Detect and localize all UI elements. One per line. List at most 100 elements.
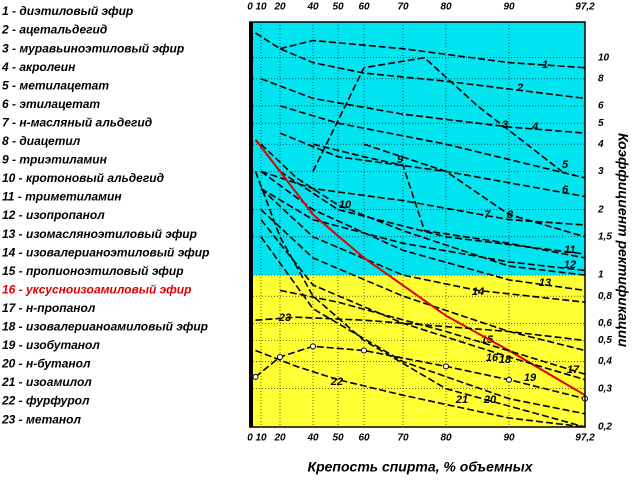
background-band: [250, 22, 585, 276]
x-tick-label: 90: [503, 2, 515, 13]
y-tick-label: 0,4: [598, 356, 612, 367]
x-tick-label: 10: [255, 2, 267, 13]
curve: [279, 39, 586, 69]
legend-entry: 17 - н-пропанол: [2, 301, 96, 315]
legend-entry: 15 - пропионоэтиловый эфир: [2, 264, 184, 278]
curve-label: 20: [483, 394, 497, 406]
curve-label: 4: [531, 121, 538, 133]
x-axis-title: Крепость спирта, % объемных: [307, 459, 533, 475]
legend-entry: 14 - изовалерианоэтиловый эфир: [2, 245, 209, 259]
point: [361, 347, 367, 354]
x-tick-label: 97,2: [575, 433, 595, 444]
legend-entry: 4 - акролеин: [1, 60, 76, 74]
curve-label: 18: [499, 354, 512, 366]
legend-entry: 2 - ацетальдегид: [1, 23, 107, 37]
y-tick-label: 0,3: [598, 383, 612, 394]
legend-entry: 16 - уксусноизоамиловый эфир: [2, 282, 191, 296]
y-tick-label: 6: [598, 101, 604, 112]
curve-label: 1: [542, 59, 548, 71]
y-tick-label: 0,5: [598, 335, 612, 346]
y-tick-label: 0,2: [598, 422, 612, 433]
legend-entry: 18 - изовалерианоамиловый эфир: [2, 320, 208, 334]
x-tick-label: 97,2: [575, 2, 595, 13]
legend-entry: 7 - н-масляный альдегид: [2, 115, 152, 129]
curve: [260, 209, 586, 352]
point: [443, 363, 449, 370]
legend-entry: 9 - триэтиламин: [2, 153, 108, 167]
legend-entry: 23 - метанол: [1, 412, 81, 426]
curve-label: 19: [524, 372, 537, 384]
legend-entry: 12 - изопропанол: [2, 208, 105, 222]
x-tick-label: 50: [332, 2, 344, 13]
curve: [260, 236, 586, 415]
curve-label: 2: [516, 82, 523, 94]
curve-label: 3: [502, 119, 508, 131]
curve-label: 17: [567, 364, 580, 376]
curve-label: 21: [455, 394, 468, 406]
y-tick-label: 4: [597, 139, 604, 150]
y-tick-label: 1: [598, 270, 604, 281]
curve: [260, 170, 586, 292]
curve-label: 10: [339, 199, 352, 211]
legend-entry: 3 - муравьиноэтиловый эфир: [2, 41, 184, 55]
curve: [279, 132, 586, 198]
x-tick-label: 80: [440, 433, 452, 444]
x-tick-label: 10: [255, 433, 267, 444]
legend-entry: 6 - этилацетат: [2, 97, 100, 111]
curve-label: 14: [472, 286, 484, 298]
curve: [279, 170, 586, 255]
curve: [260, 78, 586, 134]
point: [310, 343, 316, 350]
x-tick-label: 40: [306, 433, 319, 444]
x-tick-label: 0: [247, 433, 253, 444]
curve-label: 8: [507, 209, 514, 221]
curve-label: 5: [562, 159, 569, 171]
x-tick-label: 70: [397, 433, 409, 444]
x-tick-label: 0: [247, 2, 253, 13]
curve: [312, 56, 563, 173]
legend-entry: 22 - фурфурол: [1, 394, 90, 408]
legend-entry: 11 - триметиламин: [2, 190, 122, 204]
curve-label: 6: [562, 184, 569, 196]
curve-label: 11: [564, 244, 575, 256]
y-tick-label: 1,5: [598, 231, 612, 242]
point: [252, 373, 259, 380]
x-tick-label: 20: [273, 433, 286, 444]
y-tick-label: 5: [598, 118, 604, 129]
x-tick-label: 60: [358, 433, 370, 444]
x-tick-label: 40: [306, 2, 319, 13]
y-tick-label: 3: [598, 166, 604, 177]
curve: [255, 32, 586, 100]
curve-label: 9: [397, 154, 404, 166]
legend-entry: 21 - изоамилол: [1, 375, 92, 389]
curve-label: 7: [484, 209, 491, 221]
y-tick-label: 2: [597, 204, 604, 215]
curve: [260, 188, 586, 303]
x-tick-label: 80: [440, 2, 452, 13]
curve: [279, 105, 586, 179]
legend: 1 - диэтиловый эфир 2 - ацетальдегид 3 - м…: [1, 4, 209, 426]
curve: [279, 289, 586, 375]
x-tick-label: 70: [397, 2, 409, 13]
y-tick-label: 10: [598, 52, 610, 63]
legend-entry: 20 - н-бутанол: [1, 357, 91, 371]
y-axis-title: Коэффициент ректификации: [615, 133, 631, 348]
point: [506, 376, 512, 383]
legend-entry: 19 - изобутанол: [2, 338, 100, 352]
legend-entry: 10 - кротоновый альдегид: [2, 171, 164, 185]
curve-label: 22: [330, 376, 343, 388]
legend-entry: 8 - диацетил: [2, 134, 81, 148]
x-tick-label: 20: [273, 2, 286, 13]
legend-entry: 1 - диэтиловый эфир: [2, 4, 133, 18]
legend-entry: 5 - метилацетат: [2, 78, 109, 92]
y-tick-label: 0,8: [598, 291, 612, 302]
curve: [260, 187, 586, 272]
x-tick-label: 60: [358, 2, 370, 13]
y-tick-label: 8: [598, 73, 604, 84]
curve: [255, 349, 586, 428]
curve: [260, 170, 586, 226]
curve-label: 23: [278, 312, 291, 324]
curve: [363, 143, 586, 238]
